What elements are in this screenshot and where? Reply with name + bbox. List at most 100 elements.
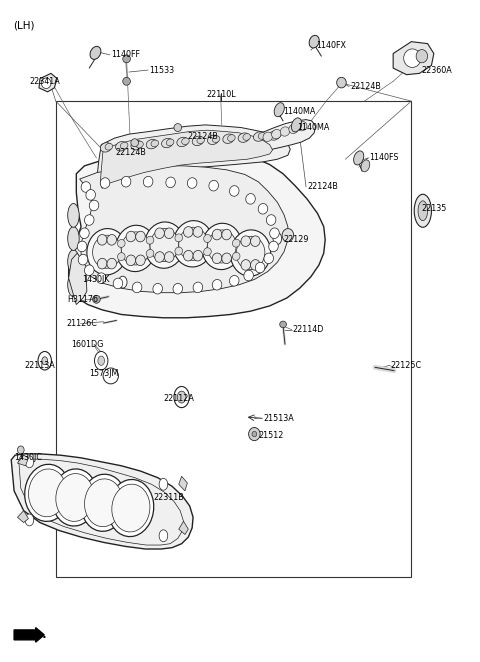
Ellipse shape [274, 132, 281, 138]
Ellipse shape [251, 260, 260, 270]
Ellipse shape [273, 232, 282, 244]
Ellipse shape [97, 258, 107, 269]
Text: 21512: 21512 [258, 431, 284, 440]
Text: 22114D: 22114D [293, 325, 324, 334]
Ellipse shape [84, 265, 94, 275]
Text: 1140FF: 1140FF [111, 50, 140, 60]
Ellipse shape [241, 236, 251, 246]
Ellipse shape [270, 228, 279, 238]
Ellipse shape [258, 132, 266, 139]
Text: 1430JC: 1430JC [14, 453, 42, 462]
Text: (LH): (LH) [12, 21, 34, 31]
Ellipse shape [177, 391, 186, 403]
Polygon shape [100, 130, 273, 188]
Ellipse shape [164, 228, 174, 238]
Ellipse shape [162, 138, 173, 148]
Ellipse shape [416, 50, 428, 63]
Ellipse shape [179, 227, 207, 260]
Text: 22113A: 22113A [24, 361, 55, 370]
Ellipse shape [197, 137, 204, 144]
Text: 22135: 22135 [422, 204, 447, 213]
Text: 22124B: 22124B [116, 148, 146, 157]
Polygon shape [69, 253, 87, 305]
Ellipse shape [174, 387, 189, 408]
Ellipse shape [361, 160, 370, 172]
Ellipse shape [68, 203, 79, 227]
Ellipse shape [294, 122, 301, 130]
Ellipse shape [418, 201, 428, 220]
Ellipse shape [119, 276, 127, 288]
Ellipse shape [232, 239, 240, 247]
Ellipse shape [126, 255, 136, 265]
Ellipse shape [68, 226, 79, 250]
Ellipse shape [209, 180, 218, 191]
Ellipse shape [187, 177, 197, 188]
Text: 22124B: 22124B [307, 183, 338, 191]
Ellipse shape [298, 122, 307, 131]
Text: 1140FX: 1140FX [317, 41, 347, 50]
Ellipse shape [25, 456, 34, 468]
Ellipse shape [38, 352, 51, 370]
Text: 1140FS: 1140FS [369, 154, 399, 162]
Ellipse shape [253, 132, 265, 141]
Text: 22311B: 22311B [153, 493, 184, 502]
Ellipse shape [255, 262, 265, 273]
Ellipse shape [212, 253, 222, 263]
Text: 22125C: 22125C [391, 361, 422, 370]
Ellipse shape [84, 214, 94, 225]
Ellipse shape [249, 428, 260, 441]
Ellipse shape [212, 279, 222, 290]
Ellipse shape [95, 352, 108, 370]
Ellipse shape [212, 136, 220, 142]
Text: 21513A: 21513A [263, 414, 294, 423]
Ellipse shape [236, 236, 265, 269]
Text: 22341A: 22341A [29, 77, 60, 86]
Ellipse shape [164, 252, 174, 262]
Text: 1430JK: 1430JK [82, 275, 109, 284]
Ellipse shape [241, 260, 251, 270]
Ellipse shape [136, 231, 145, 242]
Ellipse shape [222, 229, 231, 240]
Ellipse shape [108, 479, 154, 537]
Ellipse shape [155, 228, 164, 238]
Ellipse shape [183, 250, 193, 261]
Ellipse shape [153, 283, 162, 294]
Polygon shape [393, 42, 434, 75]
Ellipse shape [223, 134, 234, 144]
Ellipse shape [68, 273, 79, 297]
Ellipse shape [89, 200, 99, 211]
Ellipse shape [264, 253, 274, 263]
Ellipse shape [105, 144, 113, 150]
Ellipse shape [207, 230, 236, 263]
FancyArrow shape [14, 628, 44, 642]
Ellipse shape [173, 220, 213, 267]
Ellipse shape [229, 275, 239, 286]
Ellipse shape [120, 142, 128, 149]
Ellipse shape [146, 140, 157, 149]
Ellipse shape [121, 176, 131, 187]
Ellipse shape [68, 250, 79, 273]
Ellipse shape [78, 254, 88, 265]
Ellipse shape [309, 35, 319, 48]
Ellipse shape [131, 140, 143, 150]
Text: 1573JM: 1573JM [89, 369, 119, 379]
Ellipse shape [77, 241, 87, 252]
Ellipse shape [204, 248, 211, 256]
Ellipse shape [28, 469, 67, 517]
Polygon shape [80, 166, 288, 293]
Ellipse shape [132, 282, 142, 293]
Ellipse shape [96, 273, 106, 283]
Ellipse shape [107, 258, 117, 269]
Ellipse shape [113, 278, 123, 289]
Ellipse shape [116, 142, 127, 151]
Ellipse shape [282, 228, 294, 242]
Text: 21126C: 21126C [67, 318, 97, 328]
Ellipse shape [243, 134, 251, 140]
Ellipse shape [244, 270, 253, 281]
Ellipse shape [228, 134, 235, 142]
Ellipse shape [238, 133, 250, 142]
Ellipse shape [56, 473, 94, 522]
Ellipse shape [90, 46, 101, 60]
Ellipse shape [280, 127, 290, 136]
Ellipse shape [41, 78, 51, 89]
